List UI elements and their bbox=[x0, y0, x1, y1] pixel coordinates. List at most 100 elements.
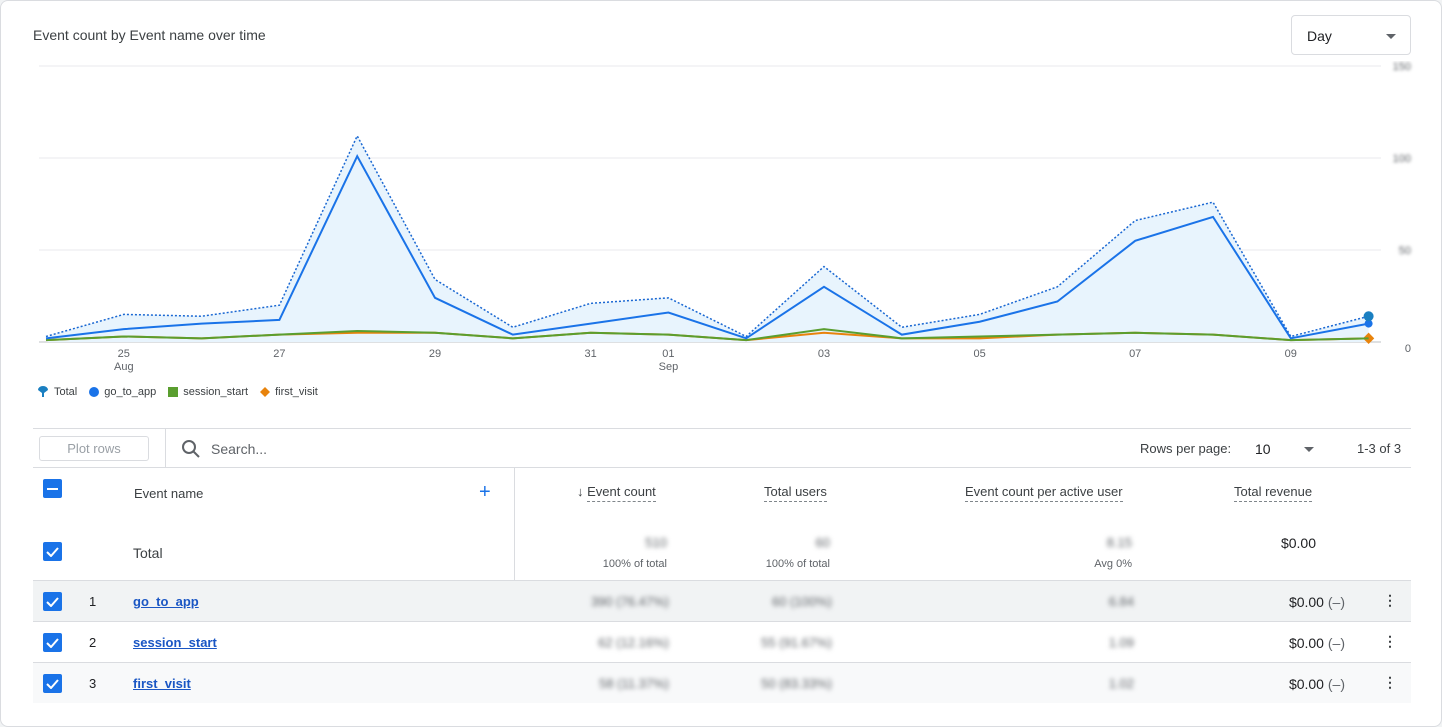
event-name-link[interactable]: session_start bbox=[133, 635, 217, 650]
x-tick-label: 25 bbox=[118, 348, 130, 360]
divider bbox=[165, 429, 166, 468]
legend-marker-icon bbox=[37, 386, 49, 398]
legend-marker-icon bbox=[168, 387, 179, 397]
row-number: 3 bbox=[89, 676, 97, 691]
total-users-value: 60 bbox=[815, 535, 830, 550]
revenue-delta: (–) bbox=[1327, 635, 1345, 651]
event-count-per-user: 1.02 bbox=[1108, 676, 1134, 691]
header-event-count[interactable]: ↓ Event count bbox=[577, 484, 656, 502]
table-row[interactable]: 1 go_to_app 390 (76.47%) 60 (100%) 6.84 … bbox=[33, 580, 1411, 621]
x-tick-label: 31 bbox=[584, 348, 596, 360]
total-event-count: 510 bbox=[645, 535, 667, 550]
x-tick-label: 27 bbox=[273, 348, 285, 360]
row-checkbox[interactable] bbox=[43, 592, 62, 611]
rows-per-page-label: Rows per page: bbox=[1140, 441, 1232, 456]
revenue: $0.00 (–) bbox=[1289, 676, 1345, 692]
row-number: 2 bbox=[89, 635, 97, 650]
total-area bbox=[46, 135, 1369, 342]
x-tick-sublabel: Aug bbox=[114, 361, 134, 373]
x-tick-label: 03 bbox=[818, 348, 830, 360]
revenue: $0.00 (–) bbox=[1289, 594, 1345, 610]
legend-label: first_visit bbox=[275, 386, 318, 398]
x-tick-label: 29 bbox=[429, 348, 441, 360]
chart-legend: Total go_to_app session_start first_visit bbox=[37, 386, 318, 398]
more-vert-icon[interactable]: ⋮ bbox=[1383, 674, 1397, 690]
event-count-per-user: 6.84 bbox=[1108, 594, 1134, 609]
total-revenue: $0.00 bbox=[1280, 535, 1316, 551]
more-vert-icon[interactable]: ⋮ bbox=[1383, 592, 1397, 608]
search-input[interactable]: Search... bbox=[181, 439, 267, 459]
series-marker bbox=[1364, 319, 1373, 328]
header-total-revenue[interactable]: Total revenue bbox=[1234, 484, 1313, 502]
revenue: $0.00 (–) bbox=[1289, 635, 1345, 651]
x-tick-sublabel: Sep bbox=[659, 361, 679, 373]
event-count: 58 (11.37%) bbox=[599, 676, 669, 691]
series-marker bbox=[1363, 311, 1374, 322]
legend-marker-icon bbox=[89, 387, 100, 397]
header-event-name[interactable]: Event name bbox=[134, 486, 204, 501]
row-number: 1 bbox=[89, 594, 97, 609]
granularity-value: Day bbox=[1307, 28, 1332, 44]
event-name-link[interactable]: first_visit bbox=[133, 676, 191, 691]
more-vert-icon[interactable]: ⋮ bbox=[1383, 633, 1397, 649]
chevron-down-icon bbox=[1386, 34, 1396, 39]
total-event-count-sub: 100% of total bbox=[602, 558, 667, 570]
legend-item[interactable]: Total bbox=[37, 386, 77, 398]
legend-marker-icon bbox=[260, 387, 271, 397]
search-placeholder: Search... bbox=[211, 441, 268, 457]
chart-title: Event count by Event name over time bbox=[33, 27, 266, 43]
total-checkbox[interactable] bbox=[43, 542, 62, 561]
series-line-go_to_app bbox=[45, 153, 1369, 340]
table-toolbar: Plot rows Search... Rows per page: 10 1-… bbox=[33, 428, 1411, 468]
sort-down-icon: ↓ bbox=[577, 484, 584, 499]
x-tick-label: 01 bbox=[662, 348, 674, 360]
plot-rows-button[interactable]: Plot rows bbox=[39, 436, 149, 461]
row-checkbox[interactable] bbox=[43, 674, 62, 693]
x-tick-label: 05 bbox=[973, 348, 985, 360]
legend-label: Total bbox=[54, 386, 78, 398]
table-row[interactable]: 3 first_visit 58 (11.37%) 50 (83.33%) 1.… bbox=[33, 662, 1411, 703]
table-row[interactable]: 2 session_start 62 (12.16%) 55 (91.67%) … bbox=[33, 621, 1411, 662]
legend-item[interactable]: first_visit bbox=[260, 386, 318, 398]
header-event-count-per-user[interactable]: Event count per active user bbox=[965, 484, 1123, 502]
revenue-value: $0.00 bbox=[1288, 676, 1324, 692]
total-users: 50 (83.33%) bbox=[761, 676, 832, 691]
total-users: 60 (100%) bbox=[772, 594, 832, 609]
legend-item[interactable]: session_start bbox=[168, 386, 248, 398]
revenue-value: $0.00 bbox=[1288, 594, 1324, 610]
event-name-link[interactable]: go_to_app bbox=[133, 594, 199, 609]
total-per-user-sub: Avg 0% bbox=[1094, 558, 1132, 570]
event-count-per-user: 1.09 bbox=[1108, 635, 1134, 650]
series-line-Total bbox=[45, 134, 1369, 338]
total-label: Total bbox=[133, 545, 163, 561]
event-count: 390 (76.47%) bbox=[590, 594, 669, 609]
legend-label: session_start bbox=[183, 386, 249, 398]
total-users: 55 (91.67%) bbox=[761, 635, 832, 650]
y-tick-label: 150 bbox=[1393, 61, 1411, 73]
x-tick-label: 09 bbox=[1285, 348, 1297, 360]
granularity-select[interactable]: Day bbox=[1291, 15, 1411, 55]
revenue-delta: (–) bbox=[1327, 594, 1345, 610]
y-tick-label: 0 bbox=[1405, 343, 1411, 355]
event-count: 62 (12.16%) bbox=[598, 635, 669, 650]
add-dimension-icon[interactable]: + bbox=[479, 481, 491, 503]
total-users-sub: 100% of total bbox=[765, 558, 830, 570]
chevron-down-icon[interactable] bbox=[1304, 447, 1314, 452]
series-line-session_start bbox=[45, 328, 1369, 342]
total-per-user: 8.15 bbox=[1106, 535, 1132, 550]
pagination-text: 1-3 of 3 bbox=[1357, 441, 1402, 456]
rows-per-page-select[interactable]: 10 bbox=[1255, 441, 1271, 457]
search-icon bbox=[182, 440, 200, 458]
y-tick-label: 100 bbox=[1393, 153, 1411, 165]
select-all-checkbox[interactable] bbox=[43, 479, 62, 498]
row-checkbox[interactable] bbox=[43, 633, 62, 652]
header-total-users[interactable]: Total users bbox=[764, 484, 827, 502]
legend-item[interactable]: go_to_app bbox=[89, 386, 156, 398]
y-tick-label: 50 bbox=[1399, 245, 1411, 257]
header-label: Event count bbox=[587, 484, 656, 502]
revenue-value: $0.00 bbox=[1288, 635, 1324, 651]
revenue-delta: (–) bbox=[1327, 676, 1345, 692]
legend-label: go_to_app bbox=[104, 386, 157, 398]
